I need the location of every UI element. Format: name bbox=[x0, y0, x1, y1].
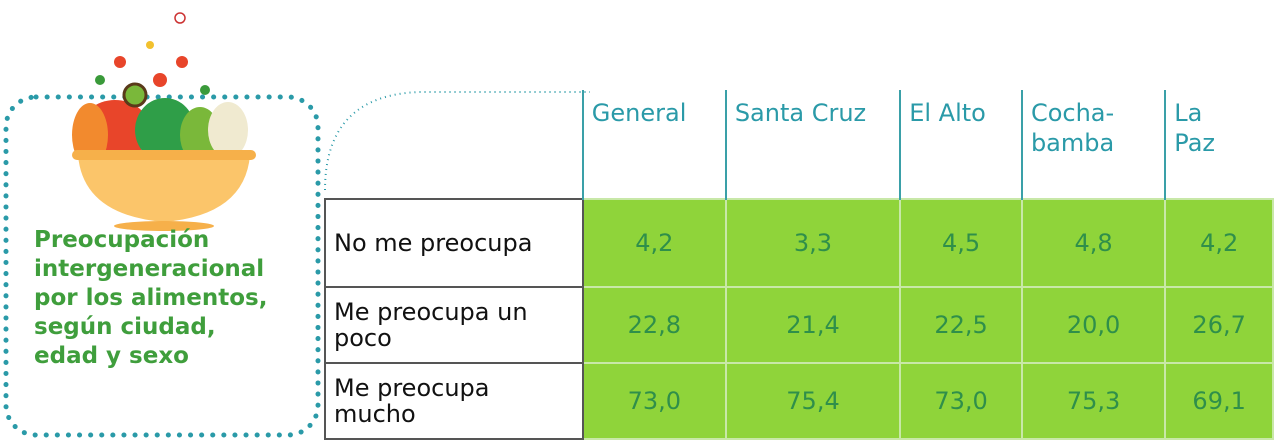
table-row: Me preocupa un poco 22,8 21,4 22,5 20,0 26,7 bbox=[324, 286, 1274, 364]
cell-value: 73,0 bbox=[899, 362, 1023, 440]
column-header: La Paz bbox=[1164, 90, 1273, 199]
column-header-text: General bbox=[591, 99, 687, 127]
title-line: Preocupación bbox=[34, 227, 210, 253]
cell-value: 75,4 bbox=[724, 362, 902, 440]
column-header: El Alto bbox=[899, 90, 1022, 199]
table: General Santa Cruz El Alto Cocha-bamba La Pa… bbox=[324, 90, 1274, 440]
cell-value: 4,8 bbox=[1020, 198, 1167, 288]
table-row: No me preocupa 4,2 3,3 4,5 4,8 4,2 bbox=[324, 198, 1274, 288]
header-row: General Santa Cruz El Alto Cocha-bamba La Pa… bbox=[325, 90, 1273, 199]
cell-value: 69,1 bbox=[1164, 362, 1274, 440]
cell-value: 73,0 bbox=[581, 362, 727, 440]
cell-value: 4,5 bbox=[899, 198, 1023, 288]
title: Preocupación intergeneracional por los ali… bbox=[34, 226, 324, 371]
column-header: General bbox=[581, 90, 726, 199]
cell-value: 20,0 bbox=[1020, 286, 1167, 364]
title-line: edad y sexo bbox=[34, 343, 189, 369]
row-label: No me preocupa bbox=[324, 198, 584, 288]
column-header-text: El Alto bbox=[909, 99, 986, 127]
cell-value: 22,5 bbox=[899, 286, 1023, 364]
cell-value: 21,4 bbox=[724, 286, 902, 364]
column-header: Santa Cruz bbox=[724, 90, 901, 199]
title-line: según ciudad, bbox=[34, 314, 216, 340]
cell-value: 4,2 bbox=[1164, 198, 1274, 288]
title-line: intergeneracional bbox=[34, 256, 265, 282]
cell-value: 26,7 bbox=[1164, 286, 1274, 364]
cell-value: 3,3 bbox=[724, 198, 902, 288]
title-line: por los alimentos, bbox=[34, 285, 268, 311]
salad-bowl bbox=[72, 12, 256, 231]
row-label: Me preocupa un poco bbox=[324, 286, 584, 364]
cell-value: 75,3 bbox=[1020, 362, 1167, 440]
table-row: Me preocupa mucho 73,0 75,4 73,0 75,3 69,1 bbox=[324, 362, 1274, 440]
column-header-text: Santa Cruz bbox=[734, 99, 867, 127]
row-label: Me preocupa mucho bbox=[324, 362, 584, 440]
column-header-text: Cocha-bamba bbox=[1030, 99, 1115, 157]
column-header-text: La Paz bbox=[1174, 99, 1215, 157]
cell-value: 4,2 bbox=[581, 198, 727, 288]
column-header: Cocha-bamba bbox=[1020, 90, 1166, 199]
corner bbox=[325, 90, 583, 199]
cell-value: 22,8 bbox=[581, 286, 727, 364]
